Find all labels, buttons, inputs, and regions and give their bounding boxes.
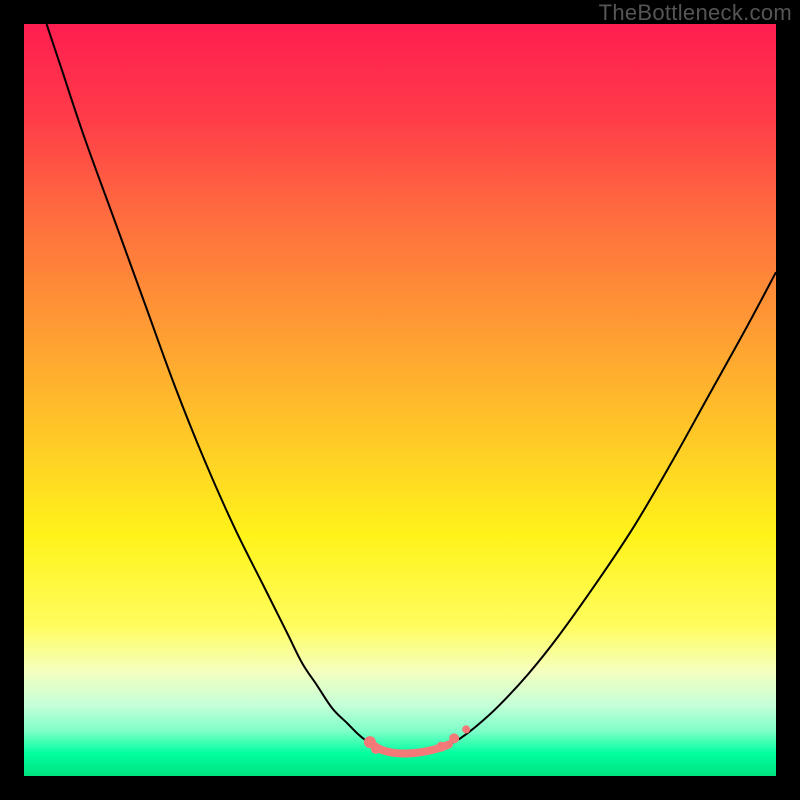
plot-area bbox=[24, 24, 776, 776]
marker-2 bbox=[436, 742, 446, 752]
marker-1 bbox=[371, 744, 381, 754]
marker-4 bbox=[462, 725, 470, 733]
chart-frame: TheBottleneck.com bbox=[0, 0, 800, 800]
marker-3 bbox=[449, 733, 459, 743]
gradient-background bbox=[24, 24, 776, 776]
watermark-text: TheBottleneck.com bbox=[599, 0, 792, 26]
